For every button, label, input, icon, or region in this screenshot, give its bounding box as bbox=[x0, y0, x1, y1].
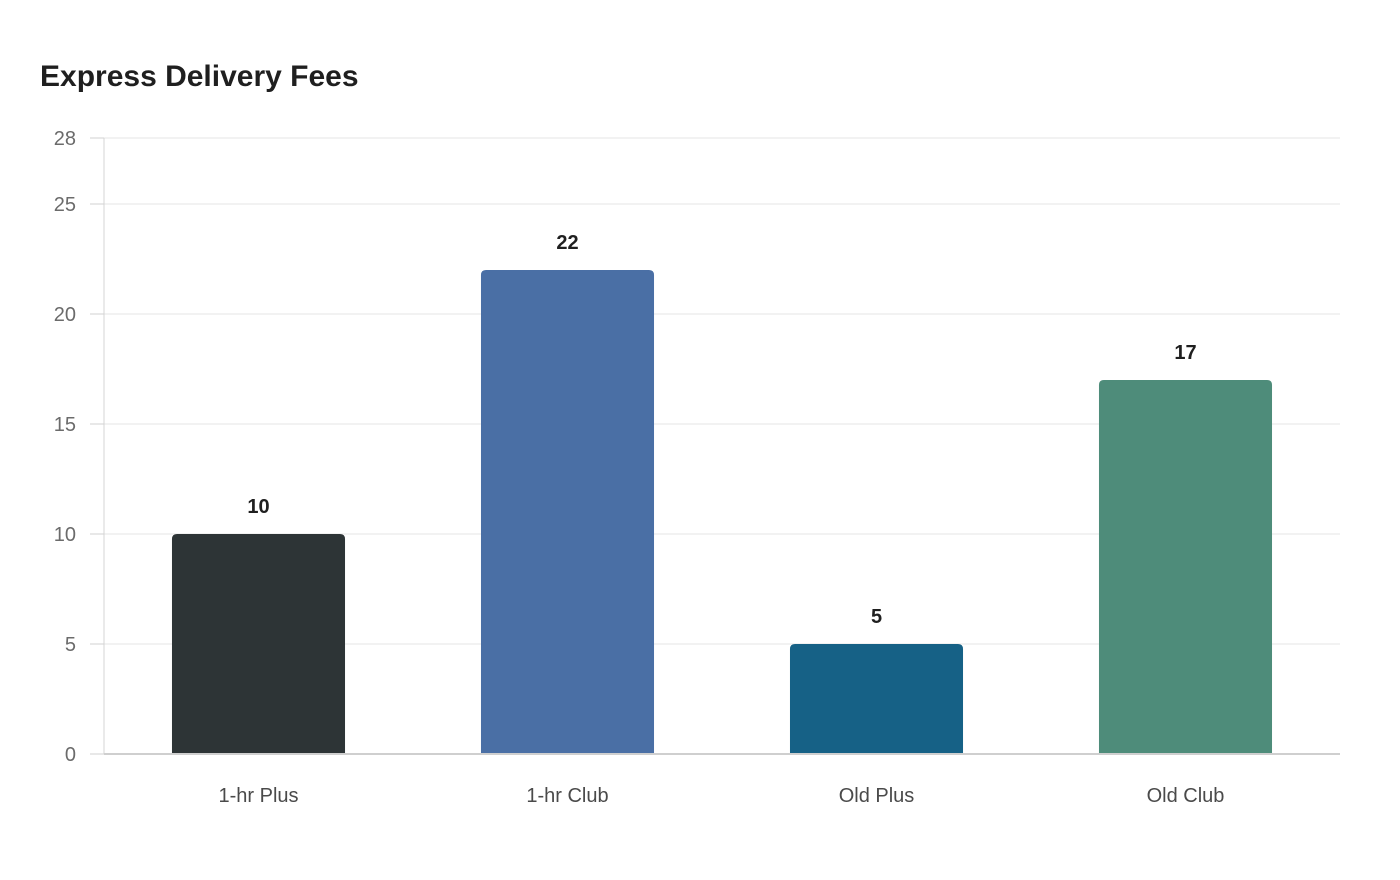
data-label: 17 bbox=[1174, 342, 1196, 364]
y-tick-label: 0 bbox=[65, 744, 76, 766]
y-tick-label: 25 bbox=[54, 194, 76, 216]
x-axis-categories: 1-hr Plus 1-hr Club Old Plus Old Club bbox=[218, 785, 1224, 807]
data-labels: 10 22 5 17 bbox=[247, 232, 1196, 628]
bar-1-hr-club bbox=[480, 270, 655, 754]
bar-old-plus bbox=[789, 644, 964, 754]
x-category-label: 1-hr Plus bbox=[218, 785, 298, 807]
y-tick-label: 15 bbox=[54, 414, 76, 436]
data-label: 5 bbox=[871, 606, 882, 628]
data-label: 10 bbox=[247, 496, 269, 518]
x-category-label: Old Club bbox=[1147, 785, 1225, 807]
bar-1-hr-plus bbox=[171, 534, 346, 754]
x-category-label: Old Plus bbox=[839, 785, 915, 807]
data-label: 22 bbox=[556, 232, 578, 254]
y-tick-label: 28 bbox=[54, 128, 76, 150]
y-axis-ticks: 0 5 10 15 20 25 28 bbox=[54, 128, 104, 766]
y-tick-label: 20 bbox=[54, 304, 76, 326]
bars bbox=[171, 270, 1273, 754]
chart-title: Express Delivery Fees bbox=[40, 60, 359, 93]
bar-old-club bbox=[1098, 380, 1273, 754]
x-category-label: 1-hr Club bbox=[526, 785, 608, 807]
y-tick-label: 5 bbox=[65, 634, 76, 656]
y-tick-label: 10 bbox=[54, 524, 76, 546]
